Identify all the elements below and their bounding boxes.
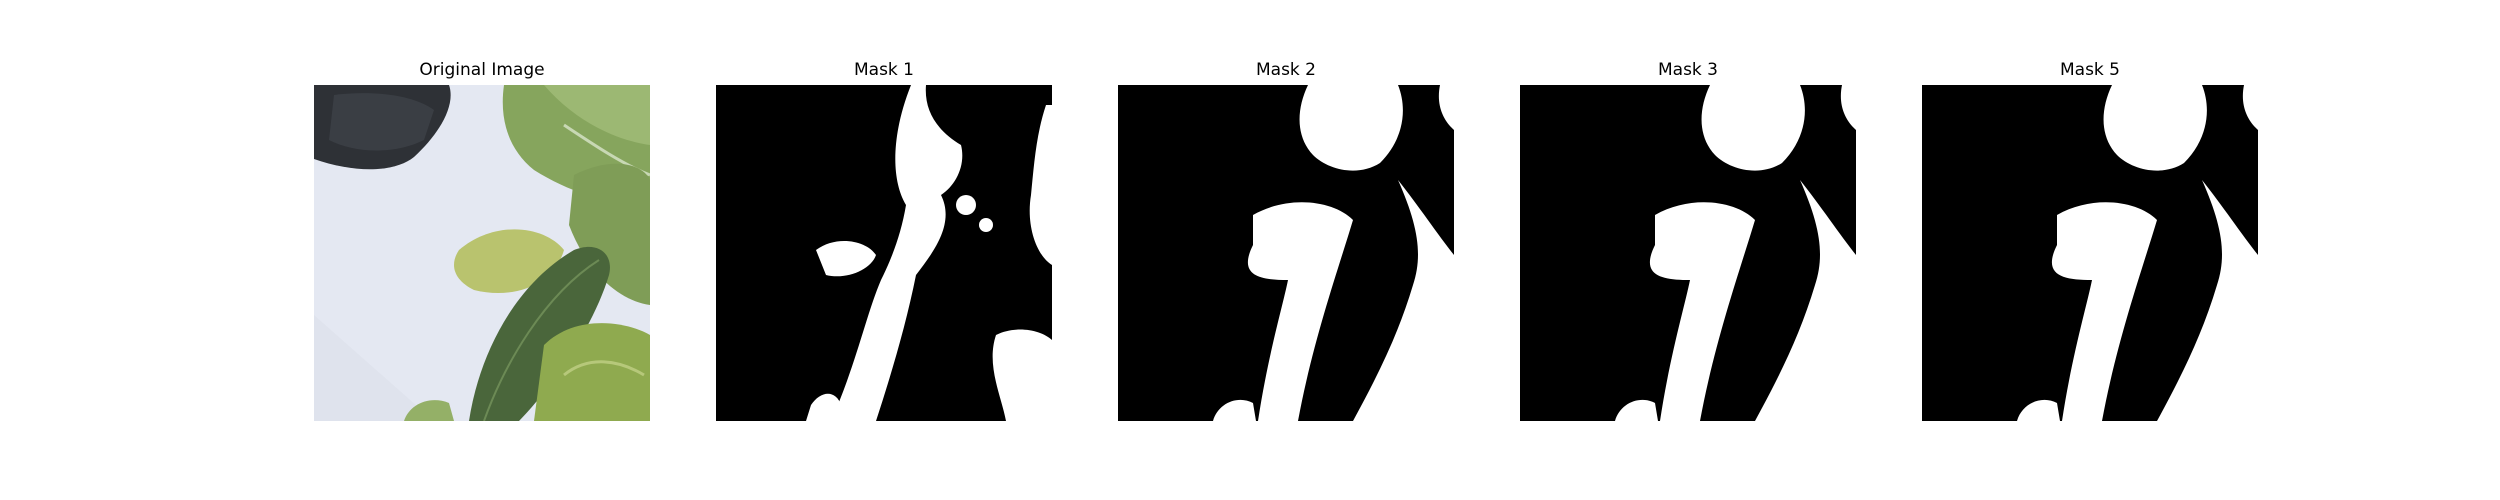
mask-5-image xyxy=(1922,85,2258,421)
panel-mask-2: Mask 2 xyxy=(1118,60,1454,421)
mask-1-image xyxy=(716,85,1052,421)
panel-title: Mask 5 xyxy=(2059,60,2120,80)
panel-title: Original Image xyxy=(419,60,545,80)
panel-mask-5: Mask 5 xyxy=(1922,60,2258,421)
mask-3-image xyxy=(1520,85,1856,421)
panel-title: Mask 3 xyxy=(1657,60,1718,80)
mask-2-image xyxy=(1118,85,1454,421)
panel-title: Mask 2 xyxy=(1255,60,1316,80)
panel-original-image: Original Image xyxy=(314,60,650,421)
panel-mask-1: Mask 1 xyxy=(716,60,1052,421)
original-image xyxy=(314,85,650,421)
panel-title: Mask 1 xyxy=(853,60,914,80)
panel-mask-3: Mask 3 xyxy=(1520,60,1856,421)
